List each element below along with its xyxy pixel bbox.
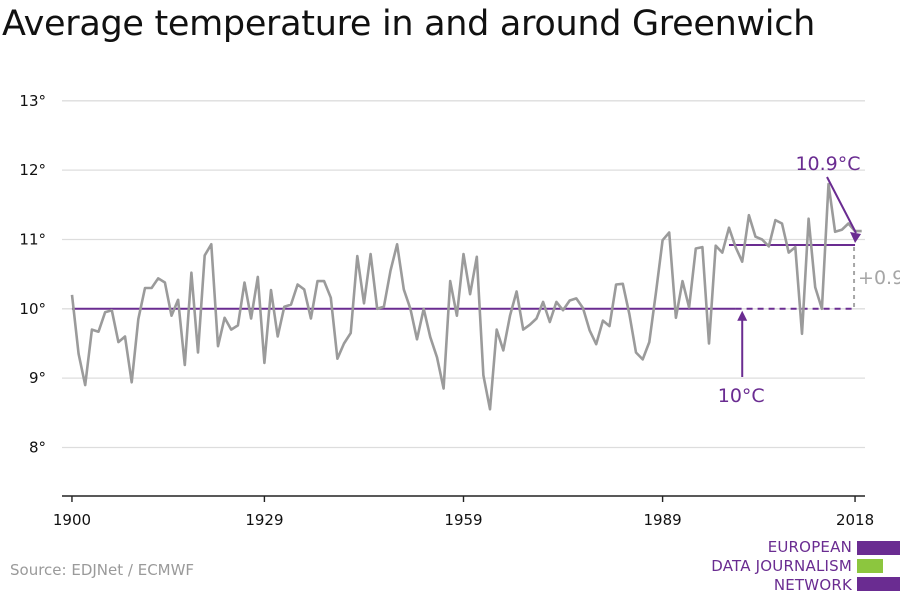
recent-arrow-line [826, 176, 857, 234]
y-tick-label: 12° [19, 161, 46, 179]
x-tick-label: 2018 [836, 511, 874, 529]
x-tick-label: 1900 [53, 511, 91, 529]
x-axis: 1900 1929 1959 1989 2018 [53, 495, 874, 529]
logo-line-2: DATA JOURNALISM [711, 557, 852, 575]
x-tick-label: 1929 [245, 511, 283, 529]
y-tick-label: 13° [19, 92, 46, 110]
source-note: Source: EDJNet / ECMWF [10, 561, 195, 579]
logo-text: EUROPEAN DATA JOURNALISM NETWORK [711, 538, 852, 595]
annotations: +0.9° 10°C 10.9°C [718, 153, 900, 407]
x-tick-label: 1959 [444, 511, 482, 529]
y-tick-label: 8° [29, 438, 46, 456]
logo-bar-2 [857, 559, 883, 573]
recent-label: 10.9°C [795, 153, 860, 175]
x-tick-label: 1989 [643, 511, 681, 529]
y-tick-label: 9° [29, 369, 46, 387]
recent-arrowhead [850, 232, 862, 244]
chart-title: Average temperature in and around Greenw… [2, 4, 816, 44]
y-tick-label: 10° [19, 300, 46, 318]
logo-bar-3 [857, 577, 900, 591]
baseline-arrowhead [737, 310, 748, 321]
reference-lines [71, 244, 856, 310]
y-tick-labels: 8° 9° 10° 11° 12° 13° [19, 92, 46, 457]
edjnet-logo: EUROPEAN DATA JOURNALISM NETWORK [700, 538, 900, 594]
logo-bar-1 [857, 541, 900, 555]
temperature-series-line [70, 182, 862, 411]
logo-line-3: NETWORK [773, 576, 852, 594]
series-layer [70, 182, 862, 411]
difference-label: +0.9° [858, 267, 900, 289]
baseline-label: 10°C [718, 385, 765, 407]
y-tick-label: 11° [19, 230, 46, 248]
logo-line-1: EUROPEAN [767, 538, 852, 556]
